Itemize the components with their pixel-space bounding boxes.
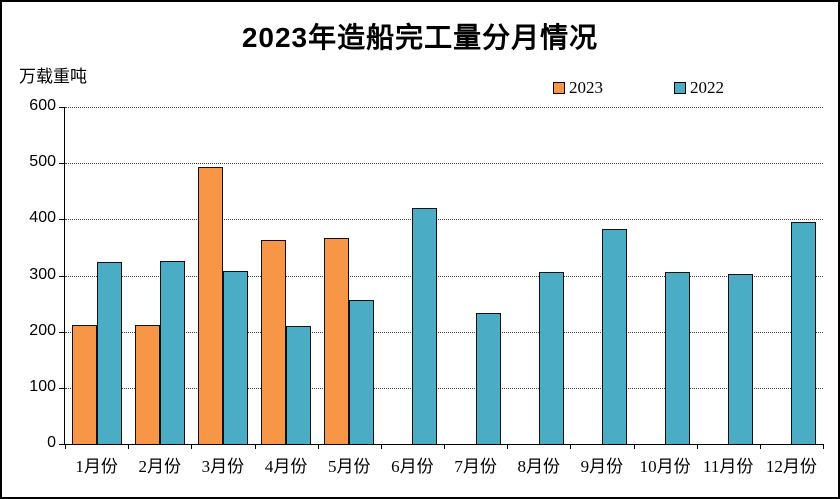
gridline-300 bbox=[65, 275, 823, 277]
bar-2022-m3 bbox=[222, 271, 248, 444]
category-cell-m12 bbox=[760, 107, 823, 444]
category-cell-m3 bbox=[191, 107, 254, 444]
bar-2022-m4 bbox=[286, 326, 312, 444]
category-cell-m5 bbox=[318, 107, 381, 444]
x-axis-label-m10: 10月份 bbox=[639, 457, 691, 476]
gridline-200 bbox=[65, 331, 823, 333]
y-axis-tick-400 bbox=[59, 219, 65, 221]
y-axis-label-200: 200 bbox=[29, 321, 56, 339]
x-axis-label-m12: 12月份 bbox=[765, 457, 817, 476]
category-cell-m11 bbox=[697, 107, 760, 444]
x-axis-label-m9: 9月份 bbox=[580, 457, 624, 476]
bar-2022-m12 bbox=[791, 222, 817, 444]
bar-2022-m9 bbox=[601, 229, 627, 444]
y-axis-tick-0 bbox=[59, 444, 65, 445]
x-axis-tick-2 bbox=[191, 444, 193, 449]
y-axis-tick-200 bbox=[59, 331, 65, 333]
bar-2023-m1 bbox=[71, 325, 97, 444]
bar-2022-m5 bbox=[349, 300, 375, 444]
bar-2023-m3 bbox=[197, 167, 223, 444]
bar-2022-m2 bbox=[159, 261, 185, 444]
x-axis-tick-0 bbox=[65, 444, 66, 449]
x-axis-label-m4: 4月份 bbox=[264, 457, 308, 476]
x-axis-tick-3 bbox=[254, 444, 256, 449]
gridline-400 bbox=[65, 219, 823, 221]
plot-area: 1月份 2月份 3月份 4月份 5月份 6月份 7月份 8月份 9月份 10月份 11月份 12月份 bbox=[59, 107, 824, 476]
x-axis-tick-7 bbox=[507, 444, 509, 449]
bar-2023-m2 bbox=[134, 325, 160, 444]
y-axis-label-500: 500 bbox=[29, 153, 56, 171]
x-axis-tick-1 bbox=[128, 444, 130, 449]
category-cell-m6 bbox=[381, 107, 444, 444]
bar-2022-m8 bbox=[538, 272, 564, 444]
x-axis-tick-6 bbox=[444, 444, 445, 449]
x-axis-tick-4 bbox=[317, 444, 319, 449]
x-axis-label-m6: 6月份 bbox=[391, 457, 434, 476]
category-cell-m9 bbox=[570, 107, 633, 444]
y-axis-tick-100 bbox=[59, 387, 65, 389]
bar-2022-m7 bbox=[475, 313, 501, 444]
x-axis-tick-5 bbox=[380, 444, 382, 449]
y-axis-label-100: 100 bbox=[29, 377, 56, 395]
legend-entry-2022: 2022 bbox=[674, 78, 724, 98]
x-axis-label-m1: 1月份 bbox=[75, 457, 118, 476]
bar-2022-m11 bbox=[728, 274, 754, 444]
y-axis-label-300: 300 bbox=[29, 265, 56, 283]
y-axis-label-0: 0 bbox=[47, 434, 56, 451]
x-axis-label-m3: 3月份 bbox=[201, 457, 245, 476]
x-axis-tick-12 bbox=[823, 444, 824, 449]
x-axis-tick-9 bbox=[633, 444, 635, 449]
x-axis-tick-8 bbox=[570, 444, 572, 449]
y-axis-label-400: 400 bbox=[29, 209, 56, 227]
x-axis-label-m11: 11月份 bbox=[703, 457, 754, 476]
y-axis-tick-500 bbox=[59, 163, 65, 165]
bar-2022-m1 bbox=[96, 262, 122, 444]
x-axis-tick-10 bbox=[696, 444, 698, 449]
legend-label-2023: 2023 bbox=[569, 78, 603, 97]
category-cell-m10 bbox=[634, 107, 697, 444]
category-cell-m1 bbox=[65, 107, 128, 444]
y-axis-tick-300 bbox=[59, 275, 65, 277]
category-cell-m4 bbox=[255, 107, 318, 444]
category-cell-m7 bbox=[444, 107, 507, 444]
legend-swatch-2023 bbox=[553, 82, 565, 94]
category-cell-m2 bbox=[128, 107, 191, 444]
x-axis-label-m8: 8月份 bbox=[517, 457, 560, 476]
y-axis-label-600: 600 bbox=[29, 97, 56, 114]
x-axis-label-m5: 5月份 bbox=[327, 457, 371, 476]
bar-2023-m4 bbox=[261, 240, 287, 444]
legend-swatch-2022 bbox=[674, 82, 686, 94]
bar-2023-m5 bbox=[324, 238, 350, 444]
gridline-500 bbox=[65, 163, 823, 165]
y-axis-tick-600 bbox=[59, 107, 65, 108]
gridline-600 bbox=[65, 107, 823, 108]
legend-label-2022: 2022 bbox=[690, 78, 724, 97]
category-cell-m8 bbox=[507, 107, 570, 444]
x-axis-tick-11 bbox=[759, 444, 761, 449]
x-axis-label-m7: 7月份 bbox=[454, 457, 497, 476]
bar-2022-m10 bbox=[665, 272, 691, 444]
x-axis-label-m2: 2月份 bbox=[138, 457, 181, 476]
bar-2022-m6 bbox=[412, 208, 438, 444]
legend-entry-2023: 2023 bbox=[553, 78, 603, 98]
gridline-100 bbox=[65, 387, 823, 389]
y-axis-unit-label: 万载重吨 bbox=[19, 67, 87, 86]
chart-title: 2023年造船完工量分月情况 bbox=[241, 22, 599, 53]
